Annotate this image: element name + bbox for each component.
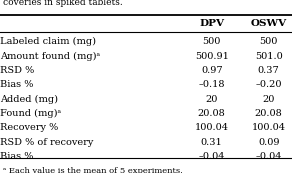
- Text: OSWV: OSWV: [251, 19, 287, 28]
- Text: 20: 20: [206, 95, 218, 104]
- Text: Found (mg)ᵃ: Found (mg)ᵃ: [0, 109, 61, 118]
- Text: DPV: DPV: [199, 19, 224, 28]
- Text: 0.37: 0.37: [258, 66, 279, 75]
- Text: 20.08: 20.08: [255, 109, 283, 118]
- Text: 20: 20: [263, 95, 275, 104]
- Text: –0.18: –0.18: [199, 80, 225, 89]
- Text: Recovery %: Recovery %: [0, 123, 58, 132]
- Text: 0.97: 0.97: [201, 66, 223, 75]
- Text: Added (mg): Added (mg): [0, 95, 58, 104]
- Text: RSD % of recovery: RSD % of recovery: [0, 138, 93, 147]
- Text: ᵃ Each value is the mean of 5 experiments.: ᵃ Each value is the mean of 5 experiment…: [3, 167, 183, 173]
- Text: 100.04: 100.04: [195, 123, 229, 132]
- Text: 100.04: 100.04: [252, 123, 286, 132]
- Text: coveries in spiked tablets.: coveries in spiked tablets.: [3, 0, 123, 7]
- Text: –0.04: –0.04: [199, 152, 225, 161]
- Text: 500: 500: [260, 37, 278, 46]
- Text: Bias %: Bias %: [0, 80, 33, 89]
- Text: Amount found (mg)ᵃ: Amount found (mg)ᵃ: [0, 52, 100, 61]
- Text: –0.20: –0.20: [256, 80, 282, 89]
- Text: 0.31: 0.31: [201, 138, 223, 147]
- Text: 500.91: 500.91: [195, 52, 229, 61]
- Text: 500: 500: [203, 37, 221, 46]
- Text: Bias %: Bias %: [0, 152, 33, 161]
- Text: RSD %: RSD %: [0, 66, 34, 75]
- Text: 20.08: 20.08: [198, 109, 226, 118]
- Text: 0.09: 0.09: [258, 138, 279, 147]
- Text: –0.04: –0.04: [256, 152, 282, 161]
- Text: 501.0: 501.0: [255, 52, 283, 61]
- Text: Labeled claim (mg): Labeled claim (mg): [0, 37, 96, 46]
